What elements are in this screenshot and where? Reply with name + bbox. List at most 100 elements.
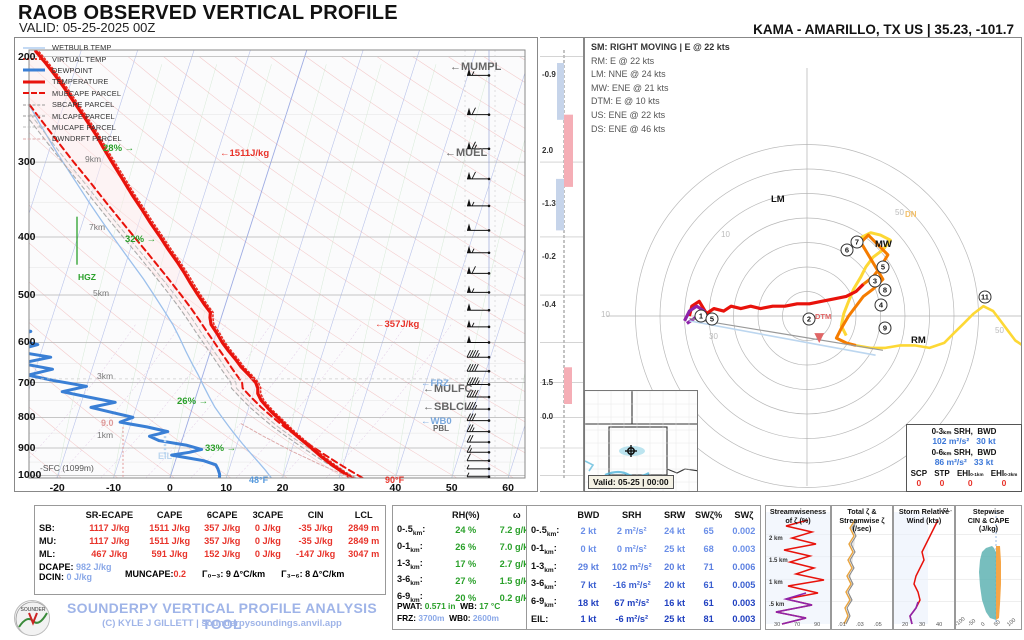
rh-28-label: 28% →	[103, 143, 135, 154]
pressure-tick: 300	[18, 156, 36, 169]
shear-cell: 68	[703, 544, 714, 555]
legend-item: DEWPOINT	[21, 65, 122, 76]
cape-cell: 3047 m	[348, 549, 380, 559]
footer: SOUNDER SOUNDERPY VERTICAL PROFILE ANALY…	[0, 596, 392, 640]
cape-column-header: 6CAPE	[206, 510, 238, 520]
skewt-panel[interactable]: WETBULB TEMP VIRTUAL TEMP DEWPOINT TEMPERAT…	[14, 37, 538, 492]
hodograph-plot	[585, 38, 1021, 491]
shear-cell: 25 kt	[664, 544, 686, 555]
legend-swatch	[21, 88, 47, 99]
mixing-ratio-value: 1.5 g/kg	[499, 575, 534, 586]
cape-column-header: LCL	[354, 510, 373, 520]
shear-cell: 7 kt	[580, 579, 597, 590]
cape6-label: ←357J/kg	[375, 319, 420, 330]
height-tick: 7km	[89, 221, 106, 232]
legend-label: MUECAPE PARCEL	[52, 88, 122, 98]
brand-title: SOUNDERPY VERTICAL PROFILE ANALYSIS TOOL	[67, 600, 377, 632]
cape-cell: 1117 J/kg	[89, 536, 130, 546]
cape-cell: 591 J/kg	[151, 549, 188, 559]
cape-cell: 1117 J/kg	[89, 523, 130, 533]
rh-value: 27 %	[455, 575, 477, 586]
shear-cell: 2 m²/s²	[616, 526, 647, 537]
pressure-tick: 900	[18, 441, 36, 454]
mini-axis-tick: 40	[936, 622, 943, 628]
shear-column-header: BWD	[577, 510, 600, 520]
valid-time: VALID: 05-25-2025 00Z	[19, 20, 156, 35]
cape-column-header: CIN	[307, 510, 324, 520]
rh-column-header: RH(%)	[451, 510, 480, 520]
hodograph-panel[interactable]: SM: RIGHT MOVING | E @ 22 kts RM: E @ 22 …	[584, 37, 1022, 492]
storm-motion-line: RM: E @ 22 kts	[591, 55, 655, 66]
shear-row-label: EIL:	[531, 614, 549, 625]
table-row: MU: 1117 J/kg 1511 J/kg 357 J/kg 0 J/kg -35 J…	[35, 533, 385, 546]
pressure-tick: 200	[18, 50, 36, 63]
table-row: 1-3km: 17 % 2.7 g/kg	[393, 554, 545, 571]
shear-cell: 2 kt	[580, 526, 597, 537]
legend-swatch	[21, 42, 47, 53]
srh-bwd-box: 0-3ₖₘ SRH, BWD 102 m²/s² 30 kt 0-6ₖₘ SRH…	[906, 424, 1022, 492]
composite-index: EHI0-1km 0	[957, 469, 984, 488]
cape-cell: 1511 J/kg	[149, 536, 191, 546]
shear-cell: 0.005	[732, 579, 756, 590]
rh-32-label: 32% →	[125, 234, 157, 245]
shear-row-label: 0-.5km:	[531, 525, 560, 538]
radar-map	[585, 391, 697, 491]
sfc-label: -SFC (1099m)	[40, 463, 94, 473]
hodo-height-marker: 5	[705, 312, 719, 326]
vorticity-plot	[832, 506, 892, 629]
hodo-dtm-label: DTM	[815, 312, 832, 321]
hodo-height-marker: 5	[876, 260, 890, 274]
table-row: SB: 1117 J/kg 1511 J/kg 357 J/kg 0 J/kg -35 J…	[35, 520, 385, 533]
table-row: 0-1km: 0 kt 0 m²/s² 25 kt 68 0.003	[527, 538, 760, 556]
srh-6km-header: 0-6ₖₘ SRH, BWD	[931, 448, 997, 457]
mixing-ratio-value: 7.2 g/kg	[499, 525, 534, 536]
brand-credit: (C) KYLE J GILLETT | sounderpysoundings.…	[102, 618, 342, 629]
wb-value: 17 °C	[479, 601, 501, 611]
table-row: 6-9km: 18 kt 67 m²/s² 16 kt 61 0.003	[527, 591, 760, 609]
cape-cell: -35 J/kg	[298, 536, 333, 546]
temp-tick: -20	[49, 482, 65, 492]
hodo-mw-label: MW	[875, 239, 892, 250]
shear-column-header: SWζ%	[695, 510, 723, 520]
storm-motion-line: MW: ENE @ 21 kts	[591, 82, 669, 93]
shear-cell: 25 kt	[664, 614, 686, 625]
mini-height-label: 2 km	[769, 536, 783, 542]
mini-height-label: 1 km	[769, 580, 783, 586]
eil-label: EIL	[158, 451, 173, 461]
mini-axis-tick: 70	[794, 622, 801, 628]
shear-cell: 20 kt	[664, 579, 686, 590]
composite-index: SCP 0	[911, 469, 927, 488]
height-tick: 3km	[97, 370, 114, 381]
svg-text:SOUNDER: SOUNDER	[20, 607, 45, 613]
cape-cell: 0 J/kg	[254, 523, 281, 533]
rh-33-label: 33% →	[205, 443, 237, 454]
legend-label: WETBULB TEMP	[52, 43, 112, 53]
temp-tick: 50	[445, 482, 458, 492]
hodo-ring-label: 30	[709, 332, 718, 341]
pbl-label: PBL	[433, 424, 449, 433]
legend-label: SBCAPE PARCEL	[52, 100, 115, 110]
cape-cell: 152 J/kg	[204, 549, 241, 559]
legend: WETBULB TEMP VIRTUAL TEMP DEWPOINT TEMPERAT…	[21, 42, 122, 145]
mulfc-label: ←MULFC	[423, 383, 473, 395]
mini1-title: Streamwiseness of ζ (%)	[769, 507, 827, 525]
frz-label-tbl: FRZ:	[397, 613, 417, 623]
mixing-ratio-value: 0.2 g/kg	[499, 592, 534, 603]
rh-value: 26 %	[455, 542, 477, 553]
shear-cell: 81	[703, 614, 714, 625]
legend-label: VIRTUAL TEMP	[52, 54, 107, 64]
mini-axis-tick: 20	[902, 622, 909, 628]
pressure-tick: 400	[18, 230, 36, 243]
mixing-ratio-value: 2.7 g/kg	[499, 559, 534, 570]
cape-extra-row: DCAPE: 982 J/kg DCIN: 0 J/kg MUNCAPE:0.2 Γ₀…	[39, 562, 383, 582]
rh-column-header: ω	[512, 510, 521, 520]
srw-panel: Storm Relative Wind (kts) 20 30 40 -LCL-	[893, 505, 955, 630]
shear-row-label: 6-9km:	[531, 596, 557, 610]
surface-dewpoint-label: 48°F	[249, 475, 269, 485]
lapse36-label: Γ₃₋₆:	[281, 569, 303, 579]
table-header-row: RH(%) ω	[393, 506, 545, 520]
sblcl-label: ←SBLCL	[423, 401, 471, 413]
table-row: 0-.5km: 24 % 7.2 g/kg	[393, 520, 545, 537]
cape-cell: 0 J/kg	[254, 536, 281, 546]
